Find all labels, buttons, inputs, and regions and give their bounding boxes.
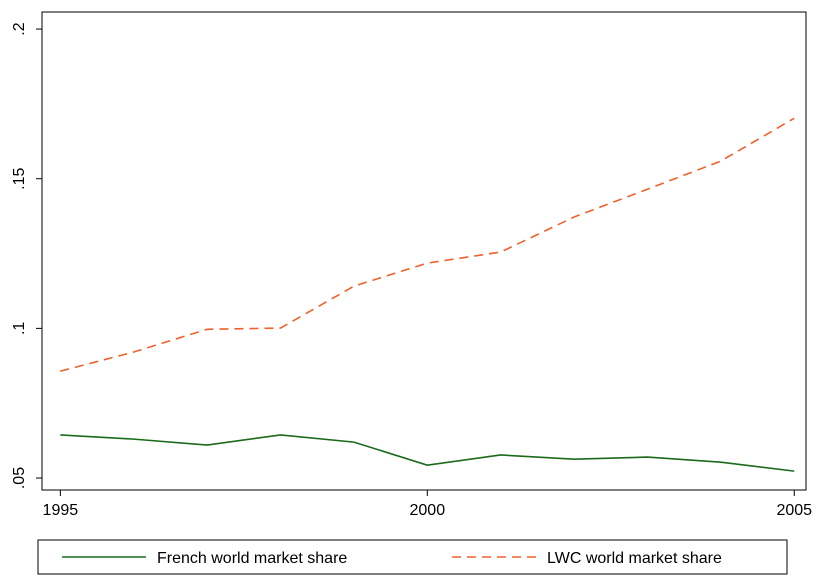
legend-box: [37, 539, 788, 575]
series-line: [60, 434, 795, 472]
x-tick-label: 2000: [410, 502, 446, 519]
y-tick-label: .15: [11, 167, 28, 189]
series-line: [60, 117, 795, 372]
x-tick-label: 1995: [43, 502, 79, 519]
legend-label: LWC world market share: [547, 550, 722, 567]
y-tick-label: .05: [11, 467, 28, 489]
plot-frame: [41, 11, 807, 491]
x-tick-label: 2005: [776, 502, 812, 519]
y-tick-label: .2: [11, 22, 28, 35]
y-tick-label: .1: [11, 322, 28, 335]
legend-label: French world market share: [157, 550, 347, 567]
